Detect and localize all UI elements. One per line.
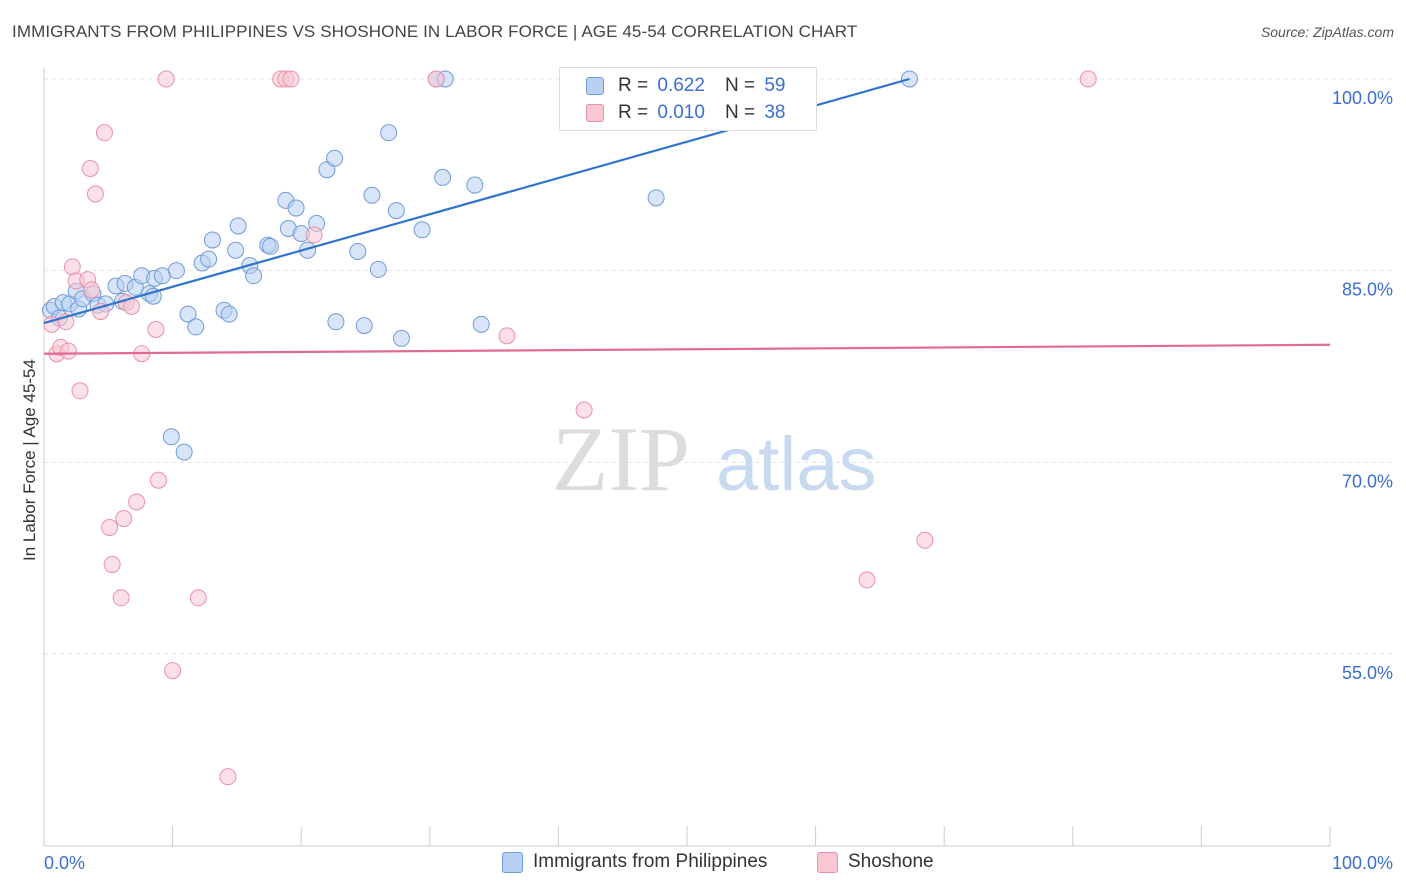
philippines-point <box>220 305 238 323</box>
legend-swatch-blue <box>586 77 604 95</box>
legend-n-value: 38 <box>764 102 786 123</box>
philippines-point <box>472 315 490 333</box>
philippines-point <box>380 124 398 142</box>
stats-legend: R = 0.622 N = 59 R = 0.010 N = 38 <box>559 67 817 131</box>
shoshone-point <box>219 768 237 786</box>
y-tick-label: 55.0% <box>1342 663 1393 683</box>
legend-row-shoshone: R = 0.010 N = 38 <box>586 101 785 125</box>
tick-labels: 55.0% 70.0% 85.0% 100.0% 0.0% 100.0% <box>44 88 1393 873</box>
bottom-legend-label: Shoshone <box>848 851 934 872</box>
legend-row-philippines: R = 0.622 N = 59 <box>586 74 785 98</box>
philippines-point <box>393 329 411 347</box>
philippines-point <box>369 260 387 278</box>
bottom-legend-shoshone: Shoshone <box>817 851 934 873</box>
philippines-point <box>363 186 381 204</box>
grid-lines <box>44 78 1392 655</box>
x-tick-label: 0.0% <box>44 853 85 873</box>
philippines-point <box>261 237 279 255</box>
shoshone-point <box>63 258 81 276</box>
shoshone-point <box>164 662 182 680</box>
legend-swatch-pink <box>586 104 604 122</box>
shoshone-point <box>149 471 167 489</box>
philippines-point <box>187 318 205 336</box>
watermark-atlas: atlas <box>716 422 877 507</box>
philippines-point <box>466 176 484 194</box>
shoshone-point <box>101 519 119 536</box>
shoshone-point <box>59 342 77 360</box>
shoshone-point <box>147 320 165 338</box>
philippines-point <box>162 428 180 446</box>
shoshone-point <box>282 70 300 88</box>
y-tick-label: 70.0% <box>1342 471 1393 491</box>
bottom-legend-label: Immigrants from Philippines <box>533 851 768 872</box>
bottom-legend-philippines: Immigrants from Philippines <box>502 851 767 873</box>
philippines-point <box>287 199 305 217</box>
shoshone-point <box>1079 70 1097 88</box>
philippines-point <box>229 217 247 235</box>
shoshone-point <box>427 70 445 88</box>
shoshone-point <box>305 226 323 244</box>
shoshone-point <box>858 571 876 589</box>
philippines-point <box>227 241 245 259</box>
shoshone-point <box>189 589 207 607</box>
legend-r-value: 0.010 <box>657 102 705 123</box>
watermark-zip: ZIP <box>552 408 690 510</box>
philippines-point <box>387 202 405 220</box>
shoshone-point <box>86 185 104 203</box>
shoshone-point <box>498 327 516 345</box>
philippines-point <box>167 262 185 280</box>
source-label: Source: ZipAtlas.com <box>1260 24 1394 40</box>
philippines-point <box>175 443 193 461</box>
philippines-point <box>245 267 263 285</box>
y-tick-label: 85.0% <box>1342 280 1393 300</box>
legend-r-value: 0.622 <box>657 75 705 96</box>
shoshone-point <box>128 493 146 511</box>
shoshone-point <box>157 70 175 88</box>
shoshone-point <box>575 401 593 419</box>
chart-title: IMMIGRANTS FROM PHILIPPINES VS SHOSHONE … <box>12 22 858 41</box>
philippines-point <box>153 267 171 285</box>
shoshone-point <box>103 556 121 574</box>
watermark: ZIP atlas <box>552 408 877 510</box>
shoshone-point <box>71 382 89 400</box>
philippines-point <box>327 313 345 331</box>
legend-n-value: 59 <box>764 75 786 96</box>
axes <box>43 68 1331 847</box>
shoshone-point <box>916 531 934 549</box>
philippines-point <box>179 305 197 323</box>
philippines-point <box>413 221 431 239</box>
philippines-point <box>647 189 665 207</box>
philippines-point <box>326 149 344 167</box>
shoshone-point <box>112 589 130 607</box>
legend-n-label: N = <box>724 75 756 96</box>
bottom-legend-swatch-pink <box>817 851 838 873</box>
legend-r-label: R = <box>618 75 649 96</box>
x-tick-label: 100.0% <box>1332 853 1393 873</box>
philippines-point <box>200 250 218 268</box>
trend-line-shoshone <box>43 343 1331 355</box>
y-tick-label: 100.0% <box>1332 88 1393 108</box>
shoshone-point <box>95 124 113 142</box>
philippines-point <box>355 317 373 335</box>
philippines-point <box>349 243 367 260</box>
bottom-legend-swatch-blue <box>502 851 523 873</box>
legend-n-label: N = <box>724 102 756 123</box>
legend-r-label: R = <box>618 102 649 123</box>
philippines-point <box>434 168 452 186</box>
shoshone-point <box>81 159 99 177</box>
philippines-point <box>203 231 221 249</box>
shoshone-point <box>115 510 133 528</box>
series-shoshone <box>43 70 1097 786</box>
shoshone-point <box>83 281 101 299</box>
